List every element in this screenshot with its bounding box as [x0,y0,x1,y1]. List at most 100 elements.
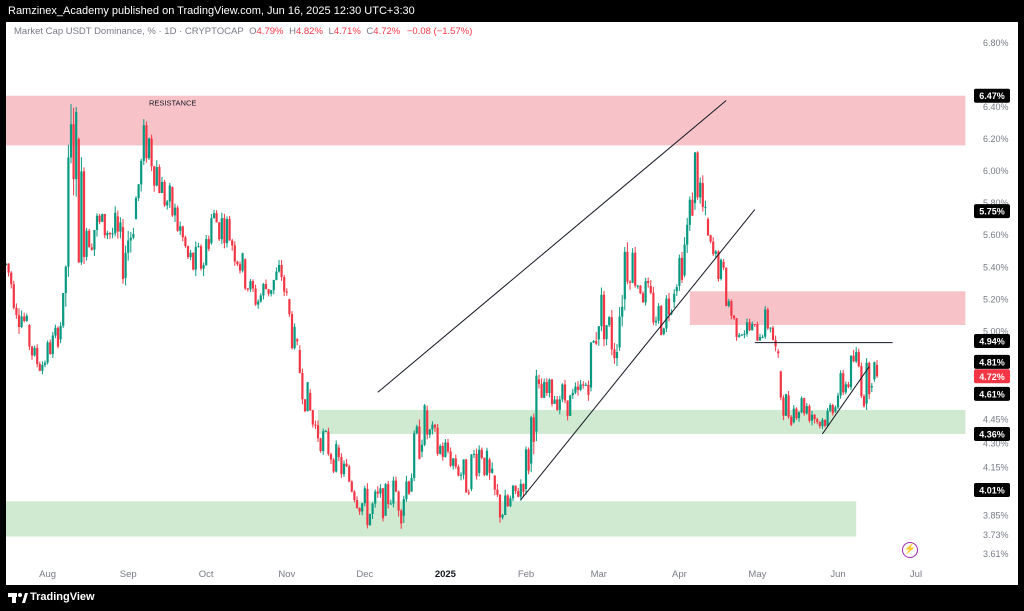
candle-body [498,494,502,518]
candle-body [665,298,668,329]
candle-body [860,366,863,397]
candle-body [119,222,122,232]
change-value: −0.08 (−1.57%) [406,26,473,37]
y-tick-label: 6.00% [983,166,1009,176]
candle-body [615,352,619,359]
x-tick-label: Dec [356,569,373,580]
candle-body [735,318,738,337]
candle-body [353,491,356,500]
candle-body [758,337,762,341]
candle-body [392,480,395,504]
candle-body [246,288,249,290]
candle-body [306,382,309,412]
candle-body [444,442,447,457]
price-badge [974,369,1010,384]
candle-body [597,326,600,340]
candle-body [634,252,637,286]
candle-body [483,457,486,475]
candle-body [67,157,70,267]
footer-bar: TradingView [0,585,1024,611]
candle-body [283,277,286,292]
candle-body [264,284,268,290]
price-chart[interactable]: RESISTANCE 6.80% 6.40% 6.20% 6.00% 5.80% 5.60%… [6,22,1018,585]
candle-body [51,335,54,355]
candle-body [439,445,442,454]
candle-body [6,263,8,265]
candle-body [54,327,57,336]
candle-body [397,491,400,511]
candle-body [457,466,460,476]
candle-body [17,314,21,327]
candle-body [795,408,798,419]
candle-body [155,167,158,186]
candle-body [545,381,548,393]
candle-body [153,166,156,186]
candle-body [717,251,720,279]
candle-body [150,138,153,167]
candle-body [43,362,47,365]
low-label: L [328,26,334,37]
candle-body [831,405,834,414]
candle-body [517,491,520,497]
candle-body [314,424,317,426]
candle-body [730,301,733,316]
candle-body [530,417,533,464]
brand-name[interactable]: TradingView [30,591,95,603]
candle-body [766,309,769,329]
candle-body [275,271,278,280]
candle-body [132,233,135,238]
candle-body [805,406,808,414]
flash-icon[interactable]: ⚡ [902,542,918,558]
y-tick-label: 5.80% [983,198,1009,208]
x-tick-label: Apr [672,569,687,580]
candle-body [790,416,793,425]
candle-body [173,207,177,216]
candle-body [98,215,101,222]
tradingview-logo-icon[interactable] [8,591,28,605]
candle-body [553,399,556,404]
resistance-zone-0 [6,95,966,146]
candle-body [184,237,187,247]
candle-body [36,347,39,365]
candle-body [618,316,621,348]
candle-body [267,289,270,294]
candle-body [875,365,879,377]
candle-body [870,386,873,388]
high-label: H [289,26,296,37]
candle-body [288,299,291,315]
candle-body [449,451,452,466]
candle-body [472,453,476,455]
candle-body [56,327,60,347]
candle-body [740,334,743,336]
candle-body [696,152,699,198]
candle-body [842,373,845,393]
candle-body [748,322,751,331]
candle-body [470,454,473,489]
candle-body [111,233,114,235]
x-tick-label: Aug [39,569,56,580]
resistance-label: RESISTANCE [149,98,196,107]
x-tick-label: Mar [591,569,607,580]
chart-frame[interactable]: RESISTANCE 6.80% 6.40% 6.20% 6.00% 5.80% 5.60%… [6,22,1018,585]
candle-body [777,351,780,354]
candle-body [358,507,361,512]
candle-body [673,293,676,302]
candle-body [587,384,590,395]
candle-body [207,239,210,249]
candle-body [236,261,239,265]
candle-body [563,384,567,401]
candle-body [608,317,611,326]
candle-body [613,349,616,359]
y-tick-label: 6.40% [983,102,1009,112]
candle-body [431,424,434,430]
x-tick-label: Sep [120,569,137,580]
candle-body [675,287,678,292]
candle-body [452,458,455,466]
candle-body [813,414,816,420]
candle-body [163,181,166,206]
candle-body [800,398,803,413]
candle-body [387,484,390,505]
publish-line: Ramzinex_Academy published on TradingVie… [8,5,415,17]
candle-body [337,447,340,458]
candle-body [127,240,130,253]
